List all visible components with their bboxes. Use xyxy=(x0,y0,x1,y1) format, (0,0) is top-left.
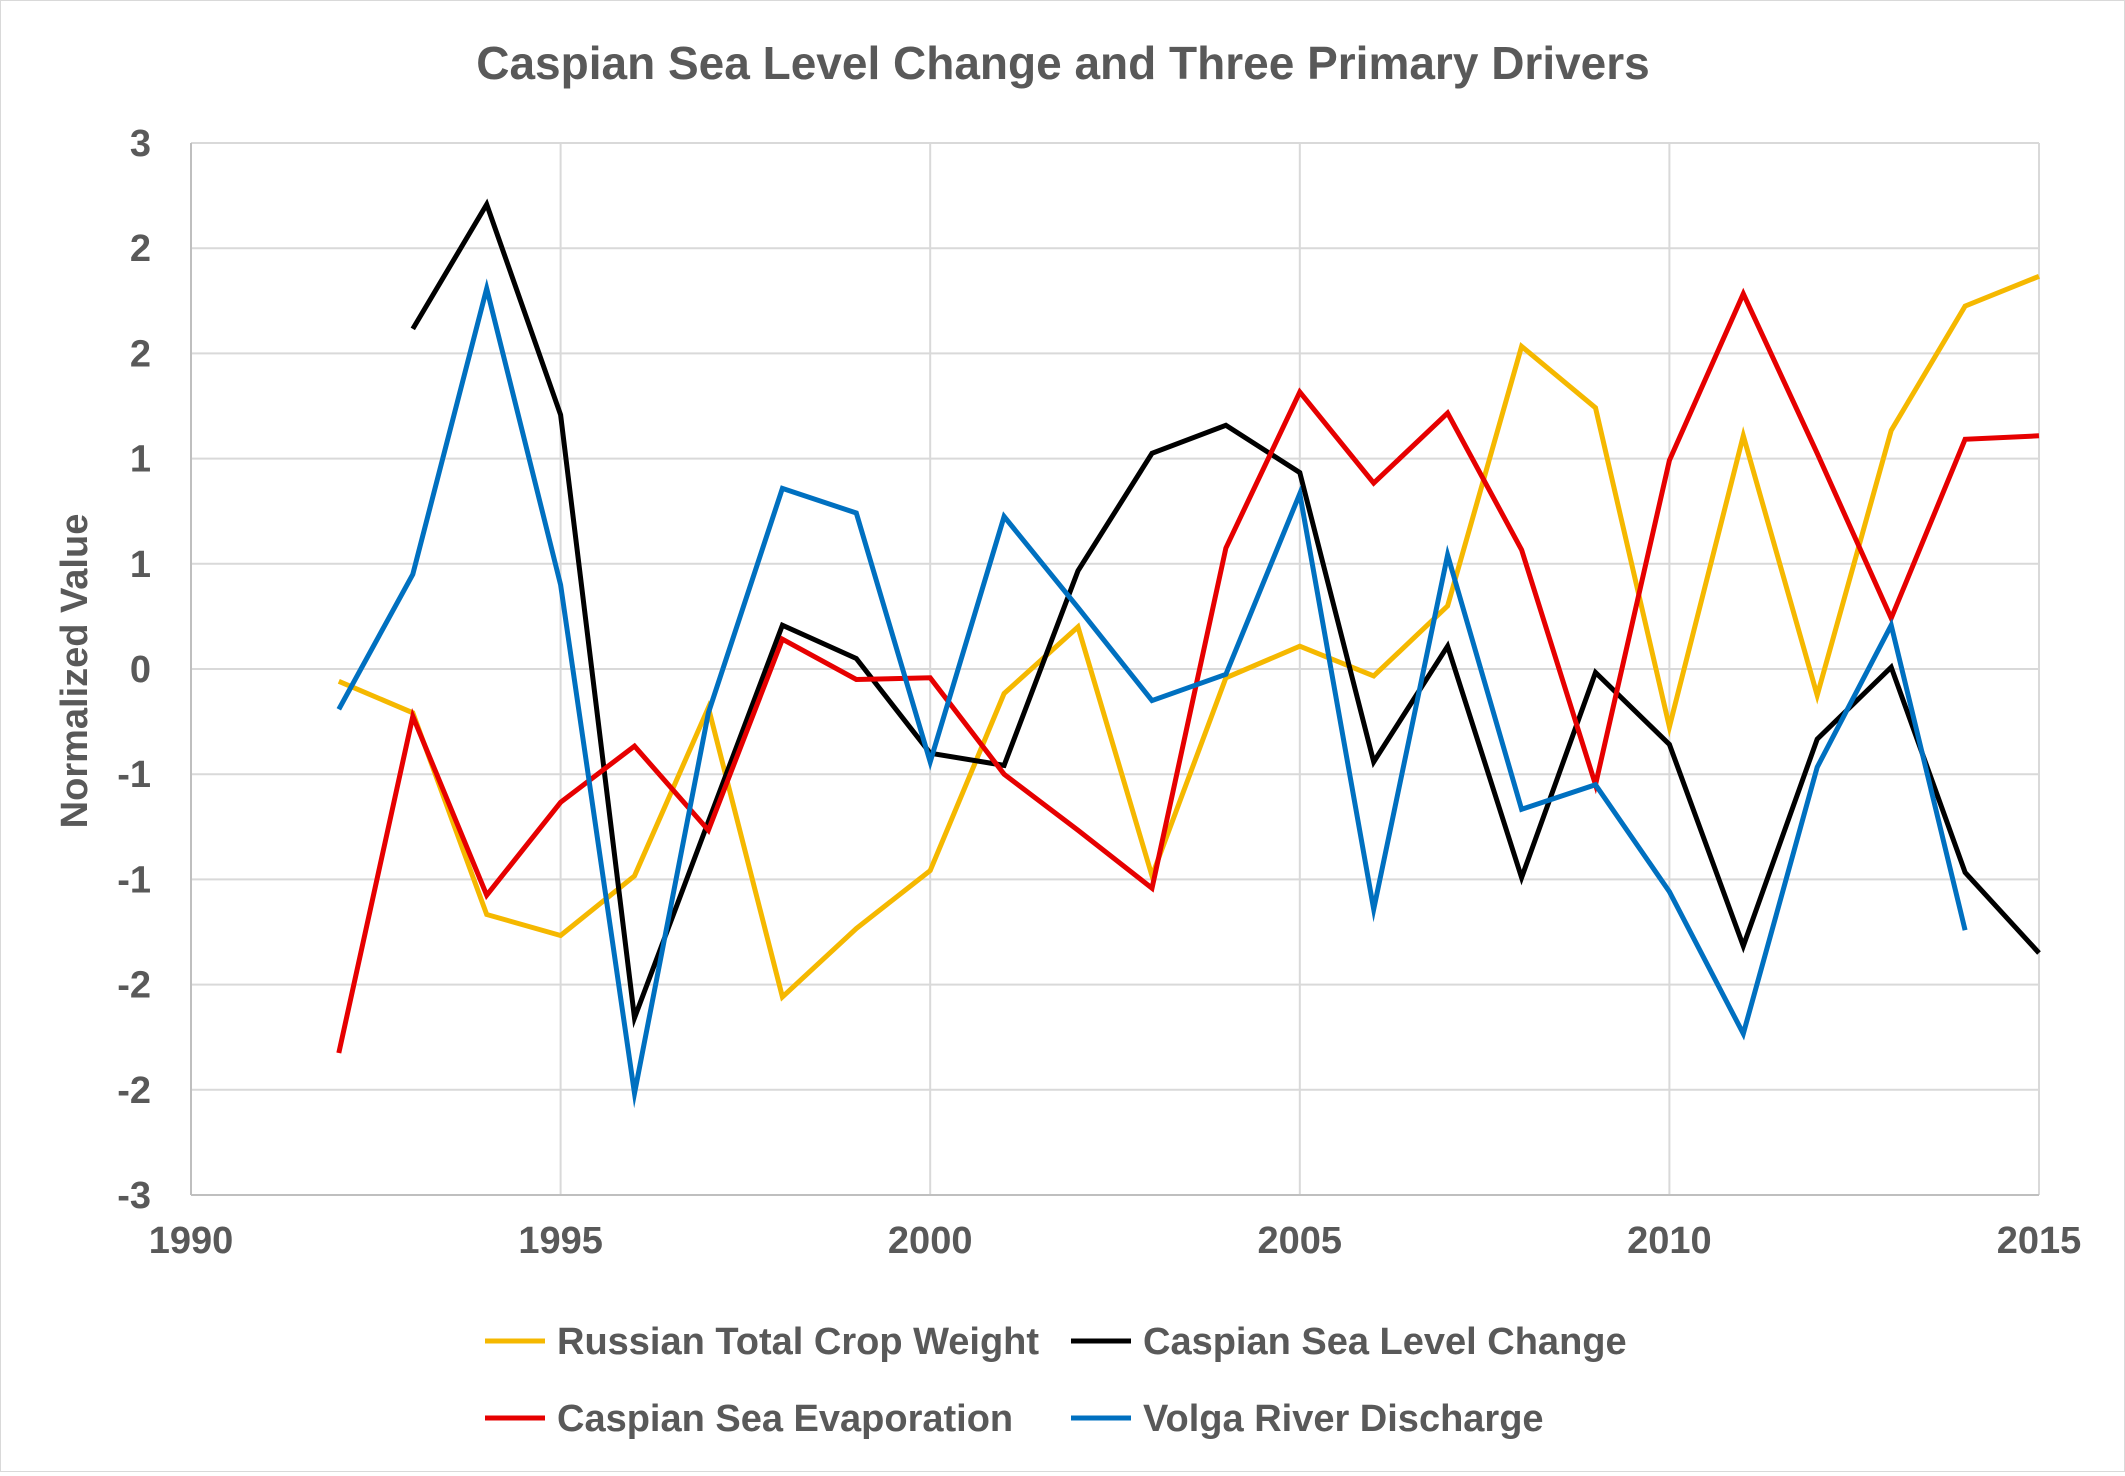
series-line-caspian-sea-evaporation xyxy=(336,287,2040,1054)
y-tick-label: -1 xyxy=(117,754,151,796)
x-axis-tick-labels: 1990 1995 2000 2005 2010 2015 xyxy=(149,1220,2082,1262)
legend-label-caspian-sea-level-change: Caspian Sea Level Change xyxy=(1143,1321,1627,1363)
y-tick-label: -1 xyxy=(117,859,151,901)
x-tick-label: 1990 xyxy=(149,1220,234,1262)
y-tick-label: -2 xyxy=(117,1070,151,1112)
y-tick-label: 3 xyxy=(130,123,151,165)
y-tick-label: -2 xyxy=(117,965,151,1007)
legend-label-russian-total-crop-weight: Russian Total Crop Weight xyxy=(557,1321,1039,1363)
x-tick-label: 2010 xyxy=(1627,1220,1712,1262)
legend-label-caspian-sea-evaporation: Caspian Sea Evaporation xyxy=(557,1398,1013,1440)
y-tick-label: 1 xyxy=(130,544,151,586)
series-line-russian-total-crop-weight xyxy=(337,273,2040,1002)
y-tick-label: 1 xyxy=(130,439,151,481)
x-tick-label: 2015 xyxy=(1997,1220,2082,1262)
x-tick-label: 2005 xyxy=(1258,1220,1343,1262)
x-tick-label: 2000 xyxy=(888,1220,973,1262)
series-lines xyxy=(336,198,2041,1109)
x-tick-label: 1995 xyxy=(518,1220,603,1262)
y-tick-label: 2 xyxy=(130,333,151,375)
y-axis-title: Normalized Value xyxy=(54,514,96,829)
legend: Russian Total Crop Weight Caspian Sea Lev… xyxy=(485,1321,1627,1440)
legend-label-volga-river-discharge: Volga River Discharge xyxy=(1143,1398,1544,1440)
y-tick-label: 0 xyxy=(130,649,151,691)
y-tick-label: 2 xyxy=(130,228,151,270)
series-line-caspian-sea-level-change xyxy=(410,198,2041,1029)
series-line-volga-river-discharge xyxy=(336,278,1968,1109)
chart-title: Caspian Sea Level Change and Three Prima… xyxy=(476,37,1650,89)
axes xyxy=(190,143,2039,1196)
y-tick-label: -3 xyxy=(117,1175,151,1217)
y-axis-tick-labels: 3 2 2 1 1 0 -1 -1 -2 -2 -3 xyxy=(117,123,151,1217)
